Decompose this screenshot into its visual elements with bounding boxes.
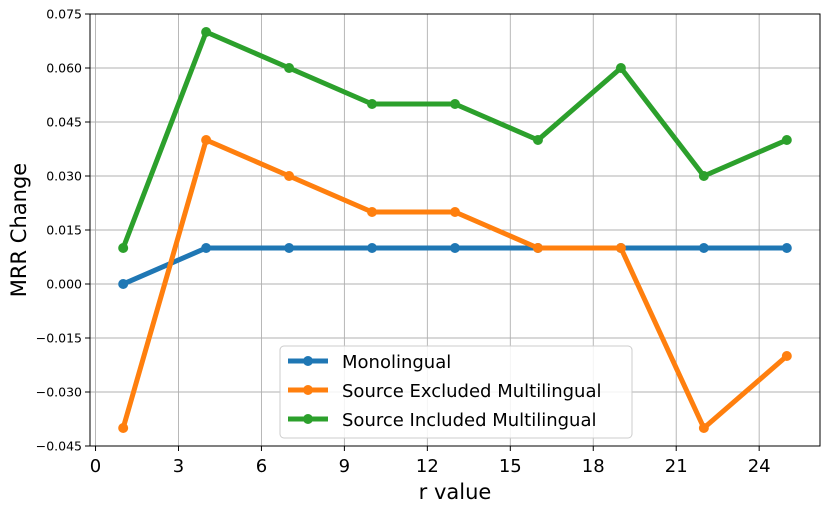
x-axis-label: r value: [419, 480, 492, 504]
x-tick-label: 9: [339, 456, 350, 477]
y-tick-label: −0.045: [36, 439, 82, 454]
data-point: [532, 243, 543, 253]
x-tick-label: 6: [256, 456, 267, 477]
x-axis-ticks: 0 3 6 9 12 15 18 21 24: [90, 446, 771, 477]
data-point: [615, 63, 626, 73]
legend-item: Source Excluded Multilingual: [288, 381, 601, 402]
y-axis-ticks: −0.045 −0.030 −0.015 0.000 0.015 0.030 0.045 0.…: [36, 7, 90, 454]
x-tick-label: 15: [499, 456, 522, 477]
data-point: [781, 243, 792, 253]
data-point: [284, 243, 295, 253]
y-tick-label: 0.060: [46, 61, 82, 76]
data-point: [532, 135, 543, 145]
data-point: [367, 207, 378, 217]
data-point: [781, 135, 792, 145]
legend-box: [279, 345, 633, 439]
series-1: [118, 135, 792, 433]
data-point: [201, 243, 212, 253]
y-tick-label: 0.015: [46, 223, 82, 238]
data-point: [615, 243, 626, 253]
x-tick-label: 21: [665, 456, 688, 477]
y-axis-label: MRR Change: [7, 163, 31, 297]
legend-item: Monolingual: [288, 352, 451, 373]
data-point: [284, 63, 295, 73]
y-tick-label: −0.030: [36, 385, 82, 400]
data-point: [698, 171, 709, 181]
legend-marker: [303, 414, 313, 424]
y-tick-label: 0.075: [46, 7, 82, 22]
x-tick-label: 24: [748, 456, 771, 477]
data-point: [118, 279, 129, 289]
legend-marker: [303, 356, 313, 366]
legend: Monolingual Source Excluded Multilingual S…: [279, 345, 633, 439]
y-tick-label: −0.015: [36, 331, 82, 346]
data-point: [450, 243, 460, 253]
x-tick-label: 0: [90, 456, 101, 477]
legend-item: Source Included Multilingual: [288, 410, 597, 431]
data-point: [118, 243, 129, 253]
data-point: [367, 99, 378, 109]
x-tick-label: 18: [582, 456, 605, 477]
y-tick-label: 0.030: [46, 169, 82, 184]
series-2: [118, 27, 792, 253]
data-point: [781, 351, 792, 361]
y-tick-label: 0.000: [46, 277, 82, 292]
data-point: [450, 207, 460, 217]
data-point: [284, 171, 295, 181]
data-point: [201, 135, 212, 145]
x-tick-label: 3: [173, 456, 184, 477]
legend-label: Monolingual: [342, 352, 451, 373]
data-point: [698, 423, 709, 433]
legend-label: Source Included Multilingual: [342, 410, 597, 431]
legend-marker: [303, 385, 313, 395]
series-layer: [118, 27, 792, 433]
legend-label: Source Excluded Multilingual: [342, 381, 601, 402]
y-tick-label: 0.045: [46, 115, 82, 130]
data-point: [367, 243, 378, 253]
data-point: [118, 423, 129, 433]
x-tick-label: 12: [416, 456, 439, 477]
data-point: [698, 243, 709, 253]
data-point: [201, 27, 212, 37]
data-point: [450, 99, 460, 109]
